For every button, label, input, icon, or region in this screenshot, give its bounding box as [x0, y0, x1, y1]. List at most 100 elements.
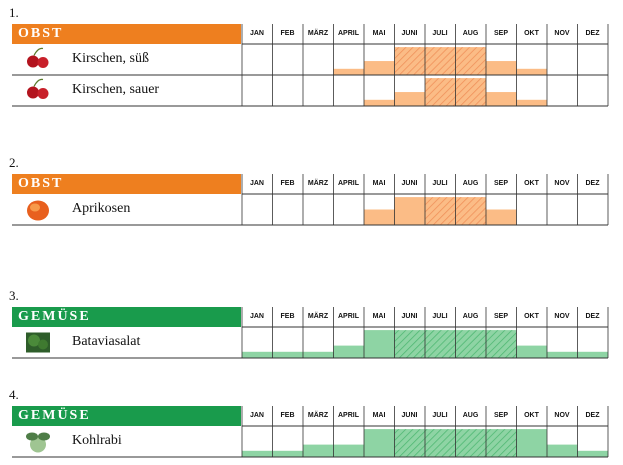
- season-bar: [303, 444, 334, 457]
- month-label: DEZ: [585, 30, 600, 37]
- cherry-stem: [33, 78, 44, 87]
- category-header: GEMÜSE: [12, 406, 241, 426]
- month-label: APRIL: [338, 412, 359, 419]
- month-label: NOV: [554, 313, 570, 320]
- month-label: OKT: [524, 313, 539, 320]
- month-label: MAI: [372, 180, 386, 187]
- month-label: SEP: [493, 313, 508, 320]
- month-label: SEP: [493, 180, 508, 187]
- month-label: JULI: [432, 180, 448, 187]
- season-bar: [486, 92, 517, 106]
- season-bar: [333, 68, 364, 75]
- month-label: FEB: [280, 313, 295, 320]
- month-label: JUNI: [401, 313, 418, 320]
- season-bar: [577, 450, 608, 457]
- category-header: OBST: [12, 174, 241, 194]
- month-label: APRIL: [338, 313, 359, 320]
- month-label: NOV: [554, 180, 570, 187]
- month-label: OKT: [524, 412, 539, 419]
- month-label: SEP: [493, 412, 508, 419]
- block-number: 1.: [9, 5, 19, 20]
- month-label: JAN: [249, 30, 264, 37]
- apricot-highlight: [30, 203, 40, 212]
- cherry-fruit: [37, 88, 49, 99]
- block-number: 3.: [9, 288, 19, 303]
- month-label: FEB: [280, 180, 295, 187]
- month-label: JAN: [249, 412, 264, 419]
- season-bar: [364, 209, 395, 225]
- cherry-fruit: [27, 55, 39, 68]
- month-label: AUG: [462, 30, 479, 37]
- season-bar: [242, 450, 273, 457]
- month-label: MÄRZ: [307, 30, 329, 37]
- month-label: MÄRZ: [307, 180, 329, 187]
- season-bar: [364, 61, 395, 75]
- month-label: DEZ: [585, 313, 600, 320]
- month-label: JUNI: [401, 30, 418, 37]
- season-bar: [455, 197, 486, 225]
- season-bar: [516, 429, 547, 457]
- month-label: NOV: [554, 412, 570, 419]
- crop-name: Kirschen, süß: [72, 51, 149, 66]
- category-header: GEMÜSE: [12, 307, 241, 327]
- season-bar: [364, 429, 395, 457]
- month-label: SEP: [493, 30, 508, 37]
- category-header: OBST: [12, 24, 241, 44]
- month-label: MAI: [372, 412, 386, 419]
- month-label: AUG: [462, 180, 479, 187]
- season-bar: [333, 444, 364, 457]
- month-label: JULI: [432, 412, 448, 419]
- crop-name: Kohlrabi: [72, 433, 122, 448]
- season-bar: [272, 351, 303, 358]
- block-number: 4.: [9, 387, 19, 402]
- cherry-fruit: [37, 57, 49, 68]
- season-bar: [364, 330, 395, 358]
- month-label: MÄRZ: [307, 313, 329, 320]
- kohlrabi-leaf: [26, 432, 38, 441]
- month-label: FEB: [280, 30, 295, 37]
- cherry-stem: [33, 47, 44, 56]
- kohlrabi-leaf: [38, 432, 50, 441]
- season-bar: [516, 345, 547, 358]
- season-bar: [577, 351, 608, 358]
- month-label: JULI: [432, 30, 448, 37]
- season-bar: [455, 429, 486, 457]
- month-label: DEZ: [585, 412, 600, 419]
- block-number: 2.: [9, 155, 19, 170]
- season-bar: [516, 99, 547, 106]
- month-label: JUNI: [401, 412, 418, 419]
- season-bar: [303, 351, 334, 358]
- month-label: AUG: [462, 412, 479, 419]
- crop-name: Kirschen, sauer: [72, 82, 160, 97]
- month-label: JUNI: [401, 180, 418, 187]
- season-bar: [455, 78, 486, 106]
- month-label: FEB: [280, 412, 295, 419]
- month-label: AUG: [462, 313, 479, 320]
- month-label: JAN: [249, 313, 264, 320]
- season-bar: [272, 450, 303, 457]
- season-bar: [486, 61, 517, 75]
- crop-name: Bataviasalat: [72, 334, 141, 349]
- season-bar: [394, 197, 425, 225]
- season-bar: [394, 330, 425, 358]
- month-label: MAI: [372, 313, 386, 320]
- lettuce-leaf: [38, 339, 48, 350]
- season-bar: [425, 429, 456, 457]
- kohlrabi-bulb: [30, 436, 46, 453]
- season-bar: [394, 92, 425, 106]
- month-label: MÄRZ: [307, 412, 329, 419]
- season-bar: [242, 351, 273, 358]
- season-bar: [394, 47, 425, 75]
- month-label: OKT: [524, 180, 539, 187]
- month-label: DEZ: [585, 180, 600, 187]
- month-label: JAN: [249, 180, 264, 187]
- season-bar: [455, 330, 486, 358]
- month-label: APRIL: [338, 180, 359, 187]
- month-label: APRIL: [338, 30, 359, 37]
- season-bar: [547, 351, 578, 358]
- crop-name: Aprikosen: [72, 201, 131, 216]
- season-bar: [547, 444, 578, 457]
- month-label: NOV: [554, 30, 570, 37]
